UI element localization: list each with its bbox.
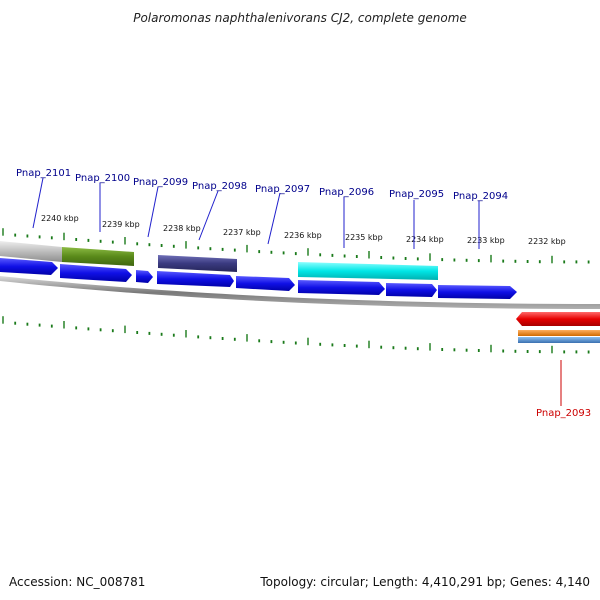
kbp-label: 2236 kbp [284,231,322,240]
kbp-label: 2237 kbp [223,228,261,237]
cds-arrow [0,258,58,275]
gene-labels: Pnap_2101 Pnap_2100 Pnap_2099 Pnap_2098 … [16,168,591,419]
scale-labels: 2240 kbp 2239 kbp 2238 kbp 2237 kbp 2236… [41,214,566,246]
cds-arrow [298,280,385,295]
gene-leader-lines [32,177,480,249]
gene-label[interactable]: Pnap_2094 [453,191,508,202]
cds-arrow [157,271,234,287]
cds-arrow [236,276,295,291]
cds-arrow [386,283,437,297]
feature-band-cyan [298,262,438,280]
kbp-label: 2240 kbp [41,214,79,223]
genome-summary-text: Topology: circular; Length: 4,410,291 bp… [259,575,590,589]
cds-arrow [438,285,517,299]
kbp-label: 2232 kbp [528,237,566,246]
gene-label[interactable]: Pnap_2098 [192,181,247,192]
kbp-label: 2238 kbp [163,224,201,233]
feature-band-orange [518,330,600,336]
kbp-label: 2239 kbp [102,220,140,229]
gene-label[interactable]: Pnap_2099 [133,177,188,188]
kbp-label: 2233 kbp [467,236,505,245]
map-title: Polaromonas naphthalenivorans CJ2, compl… [133,11,467,25]
gene-label[interactable]: Pnap_2097 [255,184,310,195]
gene-label[interactable]: Pnap_2096 [319,187,374,198]
gene-label[interactable]: Pnap_2093 [536,408,591,419]
kbp-label: 2234 kbp [406,235,444,244]
genome-backbone [0,276,600,309]
feature-band-purple [158,255,237,272]
gene-label[interactable]: Pnap_2095 [389,189,444,200]
kbp-label: 2235 kbp [345,233,383,242]
feature-band-green [62,247,134,266]
cds-arrow [136,270,153,283]
forward-cds-track [0,258,517,299]
scale-ticks-outer [2,228,590,264]
cds-arrow-reverse [516,312,600,326]
scale-ticks-inner [2,316,590,354]
feature-band-steel [518,337,600,343]
gene-label[interactable]: Pnap_2100 [75,173,130,184]
feature-band-grey [0,241,62,262]
accession-text: Accession: NC_008781 [9,575,145,589]
gene-label[interactable]: Pnap_2101 [16,168,71,179]
cds-arrow [60,264,132,282]
